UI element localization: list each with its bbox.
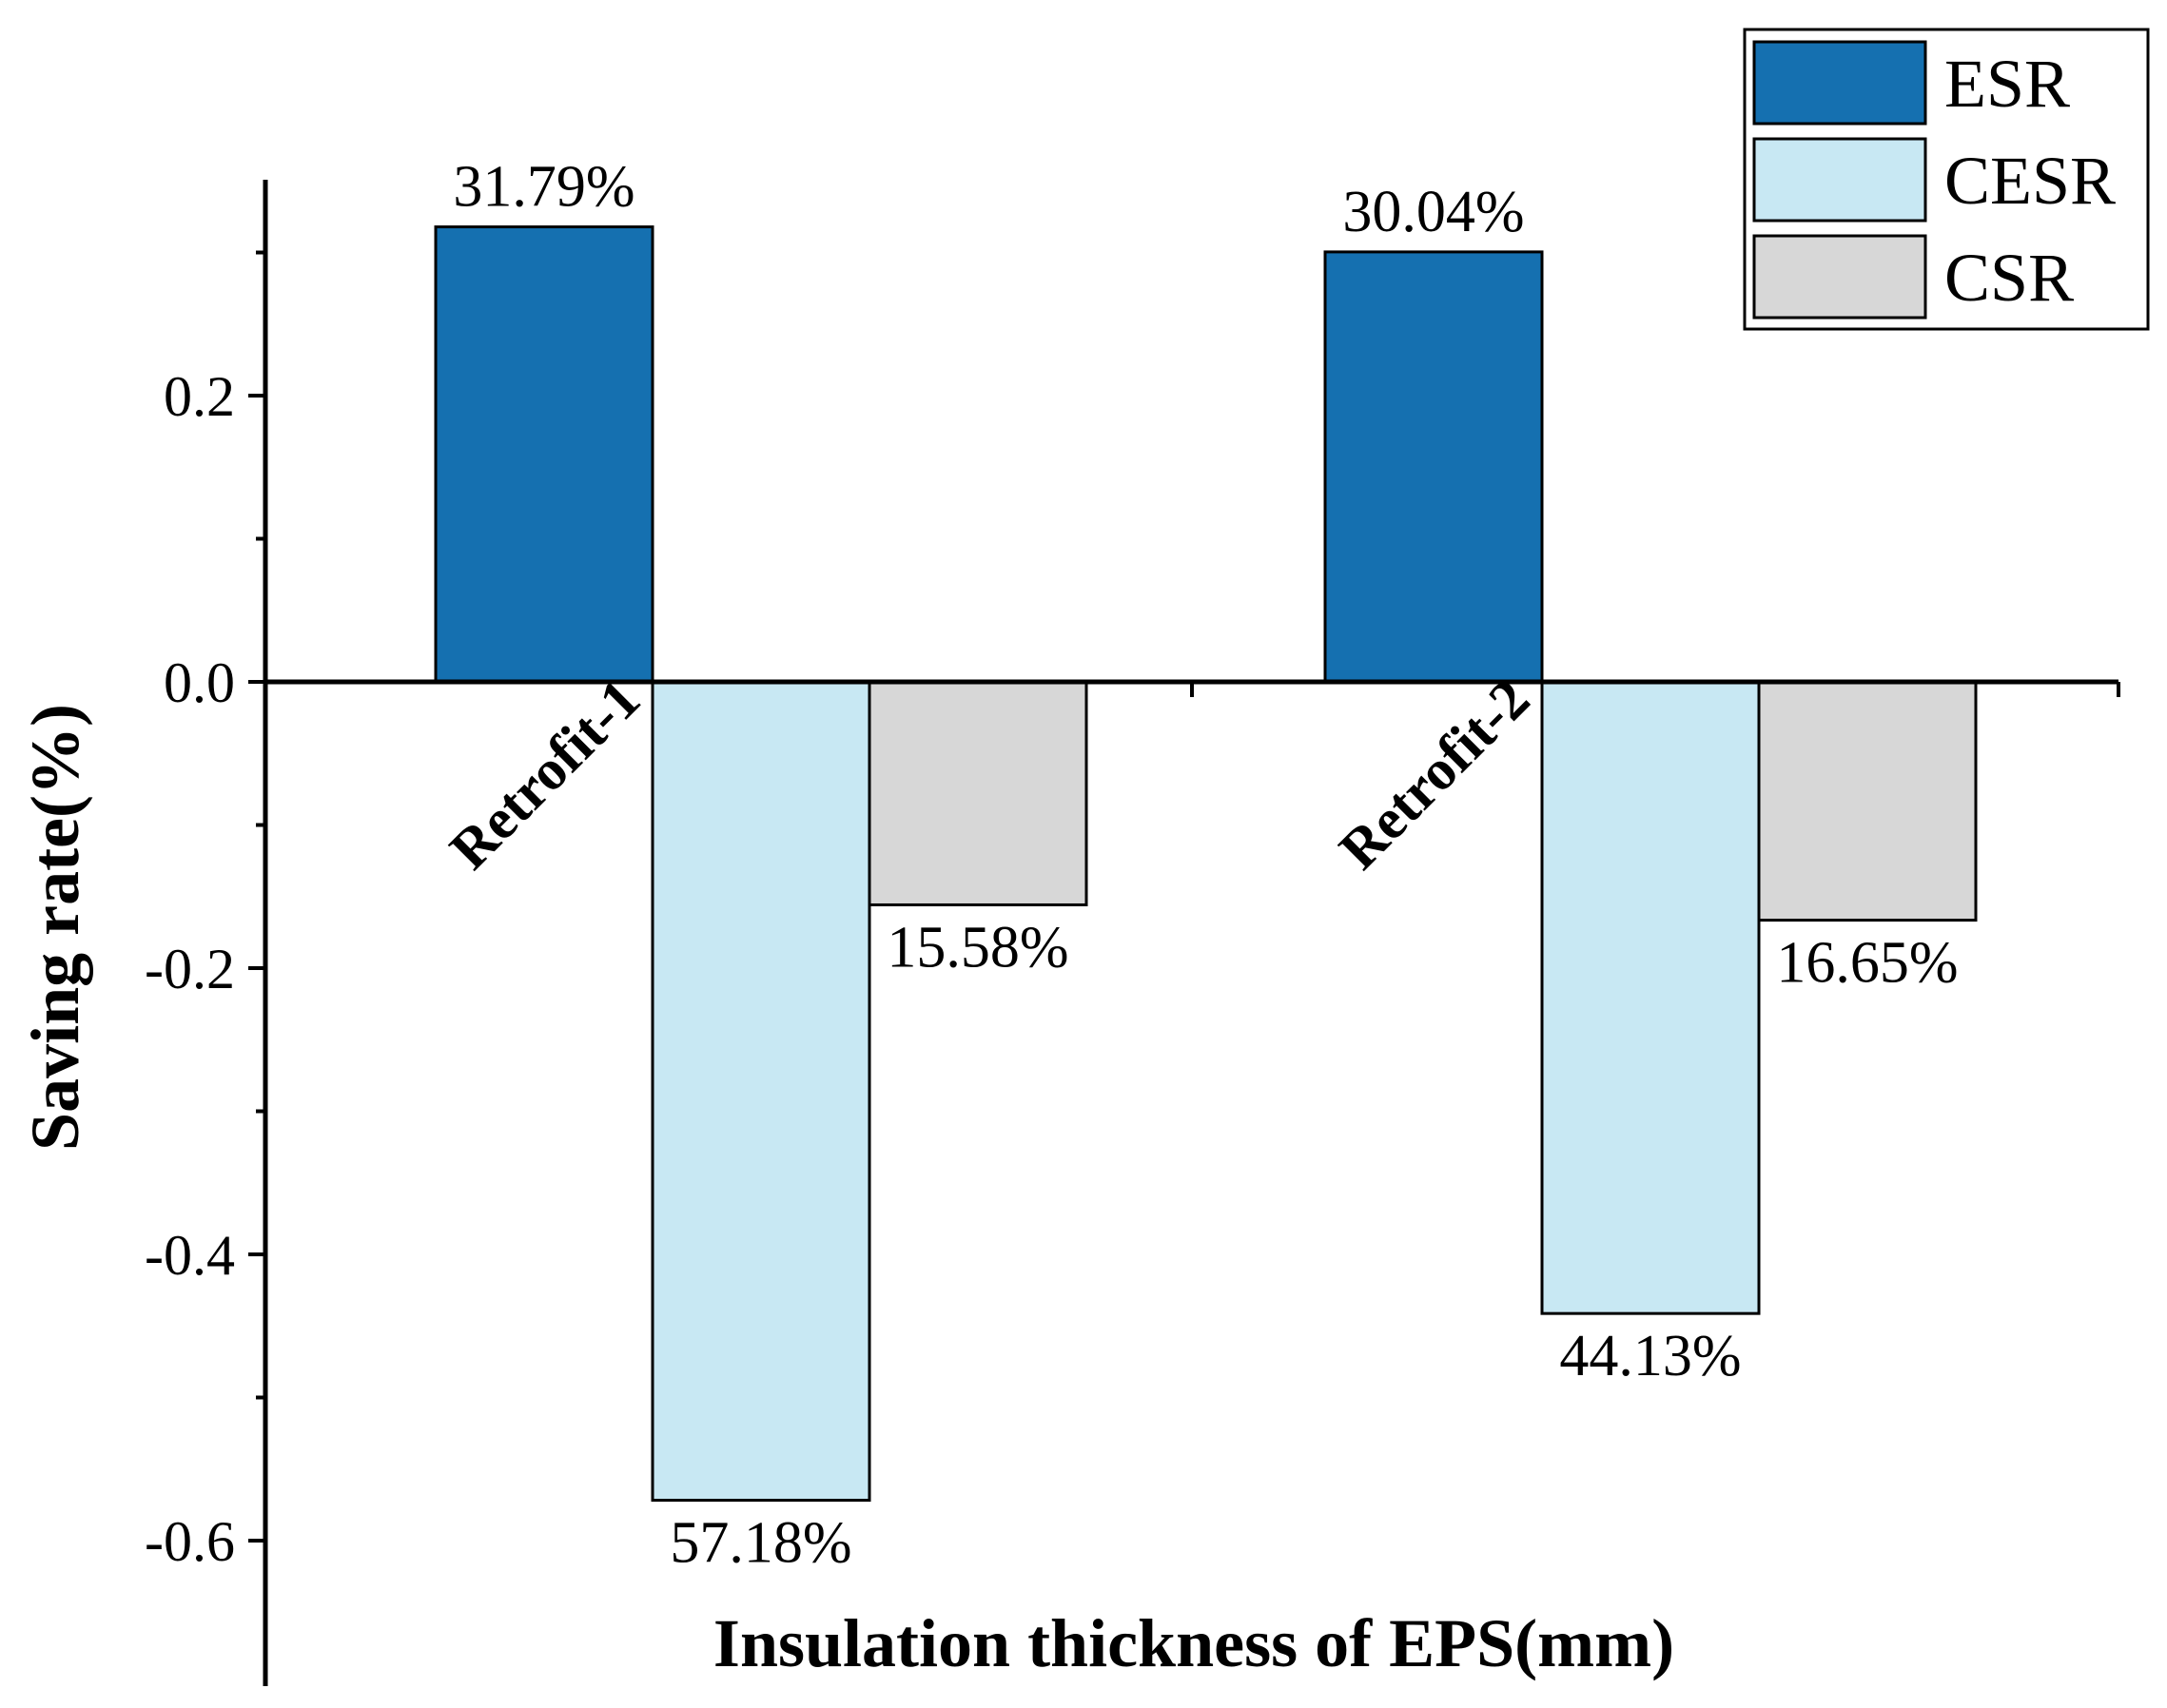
y-tick-label: -0.2 bbox=[145, 938, 235, 1000]
data-label-csr-retrofit-2: 16.65% bbox=[1776, 931, 1958, 996]
data-label-esr-retrofit-2: 30.04% bbox=[1342, 180, 1524, 244]
data-label-cesr-retrofit-2: 44.13% bbox=[1559, 1324, 1741, 1388]
legend-swatch-cesr bbox=[1752, 137, 1927, 223]
bar-csr-retrofit-2 bbox=[1757, 680, 1978, 922]
y-tick-label: 0.0 bbox=[164, 651, 235, 714]
bar-csr-retrofit-1 bbox=[868, 680, 1088, 906]
bar-esr-retrofit-2 bbox=[1323, 250, 1544, 684]
bar-cesr-retrofit-2 bbox=[1540, 680, 1761, 1315]
y-axis-title: Saving rate(%) bbox=[17, 704, 93, 1151]
x-ticks-group bbox=[1190, 682, 2120, 697]
bars-group bbox=[434, 225, 1978, 1503]
y-tick-label: -0.4 bbox=[145, 1224, 235, 1287]
legend-label-cesr: CESR bbox=[1944, 143, 2116, 219]
bar-esr-retrofit-1 bbox=[434, 225, 654, 684]
category-label-retrofit-1: Retrofit-1 bbox=[438, 668, 652, 882]
legend-label-esr: ESR bbox=[1944, 46, 2070, 122]
category-label-retrofit-2: Retrofit-2 bbox=[1327, 668, 1541, 882]
legend: ESR CESR CSR bbox=[1743, 28, 2150, 331]
y-tick-label: -0.6 bbox=[145, 1510, 235, 1573]
bar-cesr-retrofit-1 bbox=[651, 680, 871, 1503]
data-labels-group: 31.79% 57.18% 15.58% 30.04% 44.13% 16.65% bbox=[453, 155, 1958, 1576]
x-axis-title: Insulation thickness of EPS(mm) bbox=[713, 1605, 1674, 1681]
legend-swatch-esr bbox=[1752, 40, 1927, 126]
y-ticks-group: -0.6 -0.4 -0.2 0.0 0.2 bbox=[145, 250, 265, 1573]
y-tick-label: 0.2 bbox=[164, 365, 235, 428]
legend-label-csr: CSR bbox=[1944, 240, 2074, 316]
data-label-csr-retrofit-1: 15.58% bbox=[887, 915, 1068, 980]
legend-swatch-csr bbox=[1752, 234, 1927, 320]
data-label-esr-retrofit-1: 31.79% bbox=[453, 155, 634, 220]
data-label-cesr-retrofit-1: 57.18% bbox=[670, 1511, 851, 1576]
